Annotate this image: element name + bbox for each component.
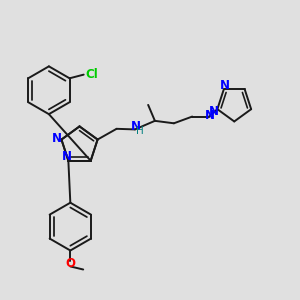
- Text: N: N: [52, 132, 62, 146]
- Text: N: N: [130, 120, 141, 133]
- Text: H: H: [136, 126, 144, 136]
- Text: Cl: Cl: [85, 68, 98, 81]
- Text: N: N: [62, 150, 72, 163]
- Text: N: N: [219, 79, 230, 92]
- Text: N: N: [205, 110, 215, 122]
- Text: O: O: [65, 257, 75, 270]
- Text: N: N: [209, 105, 219, 118]
